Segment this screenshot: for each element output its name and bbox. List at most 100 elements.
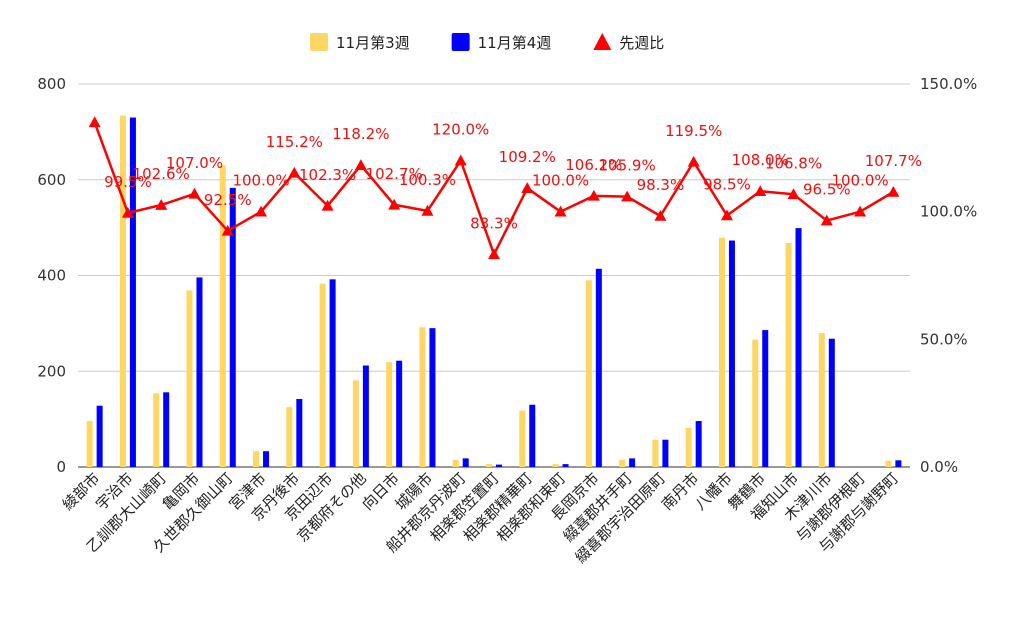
legend-label: 11月第3週	[336, 34, 410, 52]
ratio-point	[288, 166, 301, 178]
right-tick-label: 100.0%	[920, 203, 977, 221]
bar-week3	[153, 393, 160, 467]
bar-week4	[562, 464, 569, 467]
bar-week3	[785, 242, 792, 467]
ratio-point	[121, 206, 134, 218]
ratio-data-label: 100.0%	[232, 172, 289, 190]
bar-week4	[229, 187, 236, 468]
ratio-point	[587, 189, 600, 201]
legend-swatch	[310, 33, 328, 51]
ratio-data-label: 105.9%	[599, 157, 656, 175]
right-tick-label: 50.0%	[920, 330, 968, 348]
bar-week3	[386, 362, 393, 467]
ratio-point	[887, 186, 900, 197]
ratio-data-label: 108.0%	[732, 151, 789, 169]
bar-week3	[86, 421, 93, 467]
ratio-point	[820, 214, 833, 226]
bar-week4	[429, 328, 436, 467]
bar-week4	[296, 399, 303, 467]
bars	[86, 115, 902, 468]
ratio-data-label: 100.3%	[399, 171, 456, 189]
bar-week3	[319, 283, 326, 467]
ratio-data-label: 119.5%	[665, 122, 722, 140]
bar-week3	[619, 459, 626, 467]
legend-swatch	[451, 33, 470, 51]
bar-week4	[129, 117, 136, 467]
ratio-data-label: 106.2%	[565, 156, 622, 174]
left-tick-label: 800	[37, 75, 66, 93]
ratio-data-label: 92.5%	[204, 191, 252, 209]
right-tick-label: 150.0%	[920, 75, 977, 93]
ratio-point	[354, 159, 367, 170]
bar-week4	[396, 360, 403, 467]
left-tick-label: 400	[37, 267, 66, 285]
left-tick-label: 200	[37, 362, 66, 380]
bar-week3	[818, 332, 825, 467]
ratio-point	[454, 154, 467, 166]
ratio-point	[321, 199, 334, 211]
bar-week3	[752, 339, 759, 467]
ratio-line	[88, 116, 900, 260]
ratio-data-label: 83.3%	[470, 214, 518, 232]
bar-week4	[762, 330, 769, 467]
ratio-data-label: 115.2%	[266, 133, 323, 151]
bar-week3	[219, 165, 226, 467]
bar-week4	[662, 439, 669, 467]
ratio-data-label: 96.5%	[803, 181, 851, 199]
bar-week3	[352, 380, 359, 467]
category-label: 向日市	[358, 469, 403, 514]
bar-week3	[419, 327, 426, 467]
ratio-point	[621, 190, 634, 202]
ratio-point	[654, 210, 667, 221]
bar-week3	[652, 439, 659, 467]
bar-week4	[828, 338, 835, 467]
ratio-point	[88, 116, 101, 128]
bar-week3	[253, 451, 260, 467]
bar-week4	[496, 464, 502, 467]
bar-week4	[795, 228, 802, 467]
gridlines	[78, 83, 910, 468]
ratio-data-label: 109.2%	[499, 148, 556, 166]
ratio-point	[188, 187, 201, 199]
bar-week3	[718, 237, 725, 467]
ratio-data-label: 100.0%	[532, 172, 589, 190]
bar-week3	[685, 427, 692, 467]
bar-week3	[486, 464, 492, 467]
ratio-data-label: 107.0%	[166, 154, 223, 172]
ratio-series-line	[93, 121, 894, 256]
right-axis-ticks: 0.0% 50.0% 100.0% 150.0%	[920, 75, 977, 476]
bar-week3	[585, 280, 592, 467]
ratio-data-label: 106.8%	[765, 154, 822, 172]
ratio-data-label: 102.3%	[299, 166, 356, 184]
bar-week4	[96, 405, 103, 467]
bar-week4	[362, 365, 369, 467]
ratio-data-label: 118.2%	[332, 125, 389, 143]
bar-week4	[263, 451, 270, 467]
right-tick-label: 0.0%	[920, 458, 958, 476]
ratio-data-label: 102.7%	[366, 165, 423, 183]
bar-week4	[196, 277, 203, 467]
ratio-data-label: 99.5%	[104, 173, 152, 191]
bar-week3	[452, 459, 459, 467]
bar-week4	[529, 404, 536, 467]
bar-week4	[728, 240, 735, 467]
bar-week3	[186, 290, 193, 467]
ratio-data-label: 120.0%	[432, 121, 489, 139]
ratio-point	[521, 182, 534, 193]
bar-week3	[119, 115, 126, 467]
bar-week4	[595, 268, 602, 467]
bar-week4	[163, 392, 170, 467]
bar-week4	[462, 458, 469, 467]
bar-week4	[329, 279, 336, 467]
bar-week3	[885, 460, 892, 467]
legend: 11月第3週 11月第4週 先週比	[310, 33, 664, 52]
ratio-point	[388, 198, 401, 210]
ratio-point	[421, 204, 434, 216]
legend-label: 11月第4週	[478, 34, 552, 52]
ratio-point	[488, 248, 500, 260]
ratio-point	[687, 155, 700, 167]
category-labels: 綾部市宇治市乙訓郡大山崎町亀岡市久世郡久御山町宮津市京丹後市京田辺市京都府その他…	[59, 469, 902, 567]
bar-week3	[519, 410, 526, 467]
ratio-data-label: 100.0%	[831, 172, 888, 190]
